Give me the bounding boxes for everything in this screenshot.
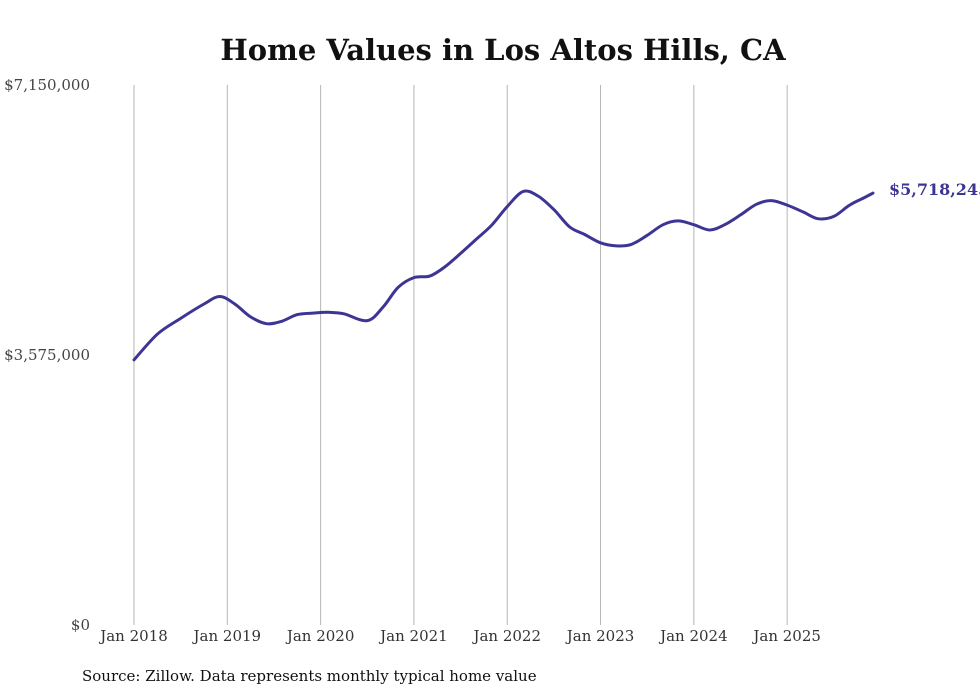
x-tick-label: Jan 2024 [658,627,728,645]
x-tick-label: Jan 2018 [98,627,168,645]
y-axis-ticks: $0 $3,575,000 $7,150,000 [4,76,90,634]
x-tick-label: Jan 2019 [192,627,262,645]
x-tick-label: Jan 2025 [751,627,821,645]
home-value-line [132,189,875,362]
x-tick-label: Jan 2020 [285,627,355,645]
gridlines [133,85,788,625]
y-tick-label: $0 [71,616,90,634]
x-tick-label: Jan 2021 [378,627,448,645]
x-tick-label: Jan 2023 [565,627,635,645]
y-tick-label: $7,150,000 [4,76,90,94]
x-tick-label: Jan 2022 [471,627,541,645]
chart-title: Home Values in Los Altos Hills, CA [220,33,786,67]
x-axis-ticks: Jan 2018 Jan 2019 Jan 2020 Jan 2021 Jan 2022… [98,627,821,645]
source-note: Source: Zillow. Data represents monthly … [82,667,537,685]
y-tick-label: $3,575,000 [4,346,90,364]
last-value-label: $5,718,245 [889,180,980,199]
